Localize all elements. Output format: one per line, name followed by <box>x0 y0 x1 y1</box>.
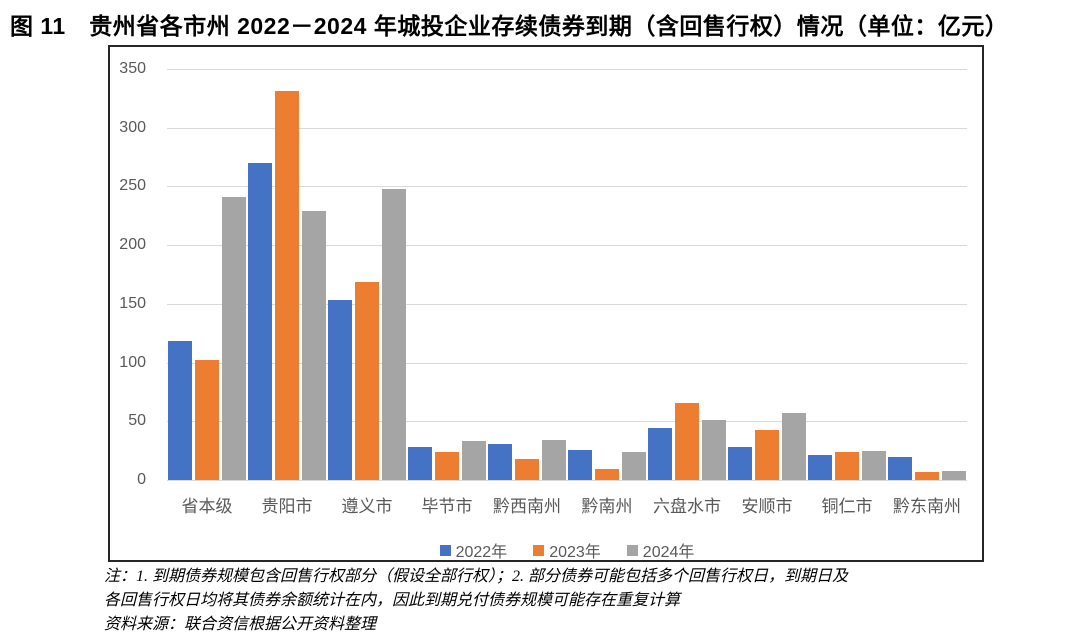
x-category-label: 黔西南州 <box>493 497 561 516</box>
bar-group <box>567 69 647 480</box>
bar <box>755 429 779 480</box>
bar <box>595 469 619 480</box>
bar <box>168 341 192 480</box>
bar <box>702 420 726 480</box>
bar <box>835 451 859 480</box>
bar <box>648 428 672 480</box>
bar <box>328 300 352 480</box>
x-category-label: 安顺市 <box>741 497 793 516</box>
note-line-1: 注：1. 到期债券规模包含回售行权部分（假设全部行权）；2. 部分债券可能包括多… <box>104 568 849 585</box>
legend-swatch <box>533 544 545 556</box>
gridline-200 <box>167 245 967 247</box>
bar-group <box>647 69 727 480</box>
bar <box>462 441 486 480</box>
x-category-label: 六盘水市 <box>653 497 721 516</box>
bar-groups <box>167 69 967 480</box>
gridline-50 <box>167 421 967 423</box>
x-category-label: 黔东南州 <box>893 497 961 516</box>
bar-group <box>807 69 887 480</box>
y-tick-label: 300 <box>119 118 146 136</box>
chart-notes: 注：1. 到期债券规模包含回售行权部分（假设全部行权）；2. 部分债券可能包括多… <box>104 565 1009 637</box>
bar <box>488 443 512 480</box>
gridline-300 <box>167 127 967 129</box>
bar <box>915 471 939 480</box>
bar <box>728 447 752 480</box>
gridline-250 <box>167 186 967 188</box>
bar <box>622 451 646 480</box>
bar <box>302 211 326 480</box>
y-tick-label: 100 <box>119 353 146 371</box>
legend-label: 2024年 <box>642 544 695 561</box>
bar <box>382 188 406 480</box>
bar <box>862 450 886 480</box>
gridline-350 <box>167 69 967 70</box>
bar <box>942 470 966 480</box>
bar <box>195 360 219 480</box>
bar <box>542 440 566 480</box>
y-tick-label: 250 <box>119 177 146 195</box>
figure-title: 图 11 贵州省各市州 2022－2024 年城投企业存续债券到期（含回售行权）… <box>10 13 1009 39</box>
legend-label: 2022年 <box>455 544 508 561</box>
y-tick-label: 350 <box>119 60 146 77</box>
note-line-3: 资料来源：联合资信根据公开资料整理 <box>104 616 377 633</box>
bar <box>782 413 806 480</box>
bar <box>675 402 699 480</box>
bar <box>568 449 592 480</box>
bar <box>248 162 272 480</box>
bar-group <box>887 69 967 480</box>
x-category-label: 毕节市 <box>421 497 473 516</box>
y-tick-label: 150 <box>119 294 146 312</box>
bar-group <box>167 69 247 480</box>
x-axis: 省本级 贵阳市 遵义市 毕节市 黔西南州 黔南州 六盘水市 安顺市 铜仁市 黔东南州 <box>167 492 967 517</box>
y-tick-label: 0 <box>137 471 146 488</box>
gridline-150 <box>167 303 967 305</box>
legend-item: 2023年 <box>533 538 601 562</box>
legend: 2022年 2023年 2024年 <box>167 538 967 562</box>
legend-item: 2024年 <box>626 538 695 562</box>
bar-group <box>487 69 567 480</box>
bar <box>275 91 299 480</box>
gridline-0 <box>167 480 967 481</box>
bar <box>408 447 432 480</box>
bar <box>355 281 379 480</box>
bar <box>808 455 832 480</box>
x-category-label: 铜仁市 <box>821 497 873 516</box>
bar <box>222 197 246 480</box>
legend-label: 2023年 <box>549 544 601 561</box>
x-category-label: 黔南州 <box>581 497 633 516</box>
x-category-label: 省本级 <box>181 497 233 516</box>
bar-group <box>727 69 807 480</box>
note-line-2: 各回售行权日均将其债券余额统计在内，因此到期兑付债券规模可能存在重复计算 <box>104 592 681 609</box>
chart-frame: 0 50 100 150 200 250 300 350 省本级 贵阳市 遵义市 毕节市 黔西南州 黔南… <box>108 45 984 562</box>
legend-item: 2022年 <box>439 538 508 562</box>
x-category-label: 遵义市 <box>341 497 393 516</box>
bar <box>888 456 912 480</box>
y-tick-label: 200 <box>119 236 146 254</box>
bar <box>435 451 459 480</box>
plot-area <box>167 69 967 481</box>
x-category-label: 贵阳市 <box>261 497 313 516</box>
bar-group <box>407 69 487 480</box>
legend-swatch <box>439 544 451 556</box>
gridline-100 <box>167 362 967 364</box>
bar-group <box>327 69 407 480</box>
bar <box>515 458 539 480</box>
bar-group <box>247 69 327 480</box>
legend-swatch <box>626 544 638 556</box>
y-tick-label: 50 <box>128 412 146 430</box>
